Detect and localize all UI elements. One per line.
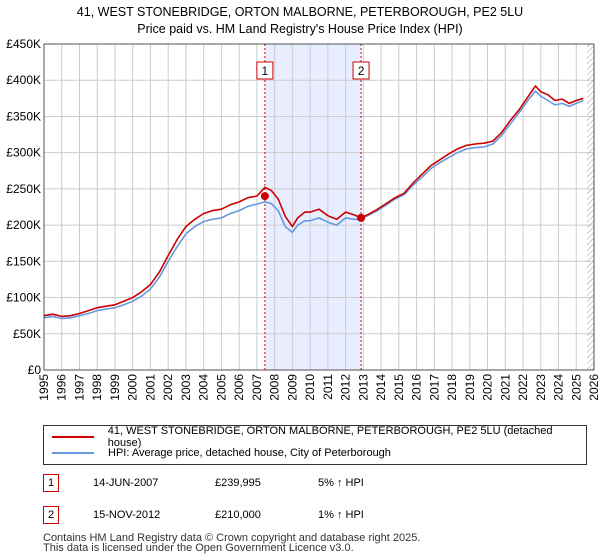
- y-tick-label: £300K: [6, 146, 41, 160]
- y-tick-label: £150K: [6, 254, 41, 268]
- annotation-label: 1: [262, 64, 269, 78]
- x-tick-label: 2003: [179, 374, 193, 401]
- x-tick-label: 2007: [250, 374, 264, 401]
- transaction-number-badge: 1: [43, 474, 59, 492]
- y-tick-label: £50K: [13, 327, 41, 341]
- x-tick-label: 2013: [356, 374, 370, 401]
- x-tick-label: 1995: [37, 374, 51, 401]
- x-tick-label: 2021: [498, 374, 512, 401]
- chart-title: 41, WEST STONEBRIDGE, ORTON MALBORNE, PE…: [76, 5, 524, 19]
- legend: 41, WEST STONEBRIDGE, ORTON MALBORNE, PE…: [43, 425, 587, 465]
- y-tick-label: £450K: [6, 37, 41, 51]
- x-tick-label: 2024: [552, 374, 566, 401]
- x-tick-label: 2014: [374, 374, 388, 401]
- x-tick-label: 2006: [232, 374, 246, 401]
- x-tick-label: 2012: [339, 374, 353, 401]
- footer-copyright: Contains HM Land Registry data © Crown c…: [43, 532, 421, 544]
- forecast-hatch: [586, 44, 594, 370]
- x-tick-label: 1996: [55, 374, 69, 401]
- legend-item-price: 41, WEST STONEBRIDGE, ORTON MALBORNE, PE…: [52, 425, 586, 449]
- transaction-date: 15-NOV-2012: [93, 509, 161, 521]
- x-tick-label: 1997: [72, 374, 86, 401]
- x-tick-label: 2011: [321, 374, 335, 400]
- x-tick-label: 2004: [197, 374, 211, 401]
- transaction-date: 14-JUN-2007: [93, 477, 159, 489]
- x-tick-label: 1999: [108, 374, 122, 401]
- legend-item-hpi: HPI: Average price, detached house, City…: [52, 446, 391, 460]
- transaction-number-badge: 2: [43, 506, 59, 524]
- x-tick-label: 2026: [587, 374, 600, 401]
- highlight-band: [264, 44, 362, 370]
- transaction-row: 1 14-JUN-2007 £239,995 5% ↑ HPI: [43, 474, 543, 494]
- plot-frame: [43, 43, 595, 371]
- x-tick-label: 2017: [427, 374, 441, 401]
- y-tick-label: £100K: [6, 291, 41, 305]
- y-tick-label: £250K: [6, 182, 41, 196]
- y-tick-label: £350K: [6, 109, 41, 123]
- x-tick-label: 2010: [303, 374, 317, 401]
- transaction-row: 2 15-NOV-2012 £210,000 1% ↑ HPI: [43, 506, 543, 526]
- x-tick-label: 2000: [126, 374, 140, 401]
- hpi-line: [43, 90, 584, 320]
- legend-swatch-hpi: [52, 452, 94, 454]
- price-paid-line: [43, 85, 584, 318]
- x-tick-label: 2016: [410, 374, 424, 401]
- x-tick-label: 2001: [143, 374, 157, 401]
- x-tick-label: 2002: [161, 374, 175, 401]
- x-tick-label: 1998: [90, 374, 104, 401]
- chart-subtitle: Price paid vs. HM Land Registry's House …: [137, 22, 463, 36]
- transaction-price: £210,000: [215, 509, 261, 521]
- x-tick-label: 2023: [534, 374, 548, 401]
- legend-label-hpi: HPI: Average price, detached house, City…: [108, 447, 391, 459]
- x-tick-label: 2018: [445, 374, 459, 401]
- x-tick-label: 2008: [268, 374, 282, 401]
- x-tick-label: 2025: [569, 374, 583, 401]
- x-tick-label: 2009: [285, 374, 299, 401]
- transaction-hpi-change: 5% ↑ HPI: [318, 477, 364, 489]
- x-tick-label: 2019: [463, 374, 477, 401]
- x-tick-label: 2020: [481, 374, 495, 401]
- x-tick-label: 2015: [392, 374, 406, 401]
- annotation-badge: [352, 61, 370, 80]
- y-tick-label: £200K: [6, 218, 41, 232]
- legend-label-price: 41, WEST STONEBRIDGE, ORTON MALBORNE, PE…: [107, 425, 553, 449]
- footer-licence: This data is licensed under the Open Gov…: [43, 542, 354, 554]
- annotation-badge: [256, 61, 274, 80]
- sale-point: [260, 192, 269, 201]
- sale-point: [357, 213, 366, 222]
- x-tick-label: 2022: [516, 374, 530, 401]
- transaction-price: £239,995: [215, 477, 261, 489]
- price-chart: 1 2 £0 £50K £100K £150K £200K £250K £300K £350K £…: [6, 37, 600, 401]
- y-tick-label: £0: [28, 363, 42, 377]
- x-tick-label: 2005: [214, 374, 228, 401]
- y-tick-label: £400K: [6, 73, 41, 87]
- legend-swatch-price: [52, 436, 94, 438]
- annotation-label: 2: [358, 64, 365, 78]
- transaction-hpi-change: 1% ↑ HPI: [318, 509, 364, 521]
